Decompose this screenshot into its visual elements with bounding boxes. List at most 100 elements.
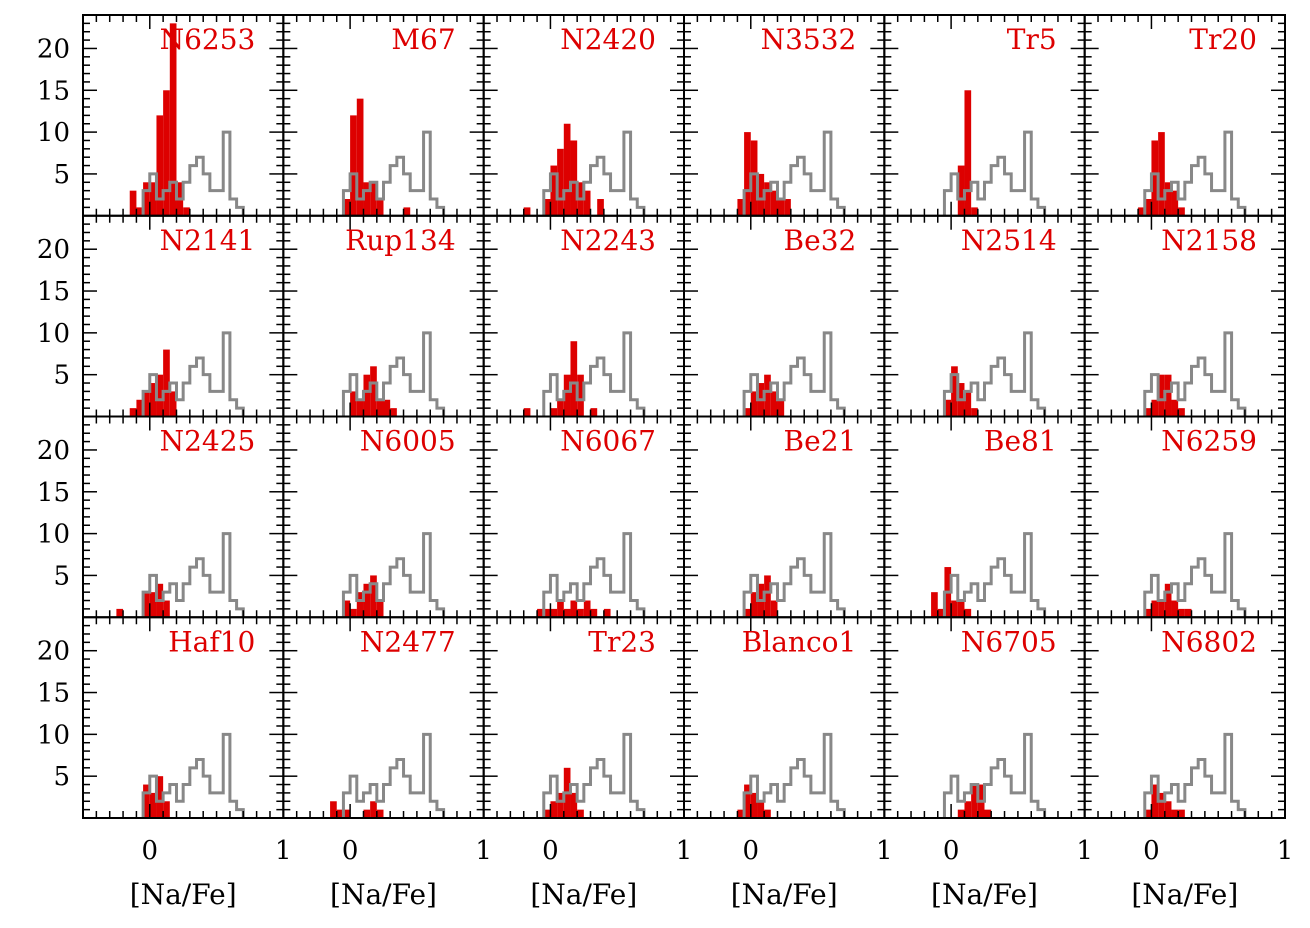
cluster-bar xyxy=(744,608,751,618)
cluster-bar xyxy=(964,391,972,417)
cluster-bar xyxy=(330,801,337,818)
cluster-bar xyxy=(1164,801,1172,818)
cluster-bar xyxy=(363,583,371,618)
panel-title: N6705 xyxy=(961,625,1057,658)
reference-histogram xyxy=(1143,331,1247,417)
cluster-bar xyxy=(750,792,758,818)
y-tick-label: 20 xyxy=(37,637,70,667)
panel-n6253: N6253 xyxy=(82,14,285,217)
y-tick-label: 15 xyxy=(37,277,70,307)
cluster-bar xyxy=(784,199,791,216)
panel-title: N2477 xyxy=(360,625,456,658)
cluster-bar xyxy=(557,792,564,818)
reference-histogram xyxy=(942,331,1047,417)
cluster-bar xyxy=(770,190,778,216)
cluster-bar xyxy=(356,592,364,618)
reference-histogram xyxy=(141,331,245,417)
cluster-bar xyxy=(550,608,558,618)
cluster-bar xyxy=(570,341,578,417)
panel-title: N2425 xyxy=(160,425,256,458)
panel-be81: Be81 xyxy=(883,415,1086,619)
x-tick-label: 0 xyxy=(142,836,159,866)
cluster-bar xyxy=(156,374,164,417)
cluster-bar xyxy=(343,600,351,618)
panel-title: Be32 xyxy=(784,224,857,257)
cluster-bar xyxy=(1178,809,1185,818)
cluster-bar xyxy=(149,792,157,818)
y-tick-label: 15 xyxy=(37,679,70,709)
cluster-bar xyxy=(183,207,190,216)
cluster-bar xyxy=(163,90,170,216)
panel-title: N2243 xyxy=(560,224,656,257)
cluster-bar xyxy=(1144,408,1152,417)
cluster-bar xyxy=(563,123,571,216)
cluster-bar xyxy=(163,349,170,417)
reference-histogram xyxy=(942,130,1047,216)
cluster-bar xyxy=(1178,608,1185,618)
y-tick-label: 20 xyxy=(37,235,70,265)
panel-n2158: N2158 xyxy=(1083,214,1286,418)
cluster-bar xyxy=(570,140,578,216)
x-axis-label: [Na/Fe] xyxy=(530,878,637,911)
x-tick-label: 0 xyxy=(943,836,960,866)
cluster-bar xyxy=(951,600,958,618)
cluster-bar xyxy=(590,608,598,618)
reference-histogram xyxy=(341,532,446,618)
panel-n2425: N2425 xyxy=(82,415,285,619)
cluster-bar xyxy=(577,809,584,818)
panel-title: N6005 xyxy=(360,425,456,458)
cluster-bar xyxy=(944,399,952,417)
cluster-bar xyxy=(543,608,551,618)
cluster-bar xyxy=(744,408,751,417)
cluster-bar xyxy=(570,600,578,618)
cluster-bar xyxy=(583,190,591,216)
cluster-bar xyxy=(744,784,751,818)
y-tick-label: 10 xyxy=(37,118,70,148)
cluster-bar xyxy=(590,408,598,417)
y-tick-label: 10 xyxy=(37,720,70,750)
cluster-bar xyxy=(1164,182,1172,216)
x-tick-label: 0 xyxy=(342,836,359,866)
reference-histogram xyxy=(742,331,846,417)
cluster-bar xyxy=(1184,608,1192,618)
cluster-bar xyxy=(116,608,124,618)
cluster-bar xyxy=(1144,809,1152,818)
panel-tr20: Tr20 xyxy=(1083,14,1286,217)
cluster-bar xyxy=(350,115,357,216)
cluster-bar xyxy=(376,199,384,216)
cluster-bar xyxy=(370,366,377,417)
x-axis-label: [Na/Fe] xyxy=(931,878,1038,911)
cluster-bar xyxy=(750,391,758,417)
cluster-bar xyxy=(376,809,384,818)
panel-n2141: N2141 xyxy=(82,214,285,418)
y-tick-label: 20 xyxy=(37,436,70,466)
panel-title: N3532 xyxy=(761,23,857,56)
cluster-bar xyxy=(1158,132,1165,216)
reference-histogram xyxy=(341,331,446,417)
panel-title: N2158 xyxy=(1161,224,1257,257)
cluster-bar xyxy=(1178,207,1185,216)
panel-n2243: N2243 xyxy=(482,214,685,418)
cluster-bar xyxy=(156,776,164,818)
cluster-bar xyxy=(757,173,765,216)
panel-title: Be21 xyxy=(784,425,857,458)
panel-title: Tr5 xyxy=(1007,23,1057,56)
cluster-bar xyxy=(136,399,144,417)
y-tick-label: 10 xyxy=(37,520,70,550)
cluster-bar xyxy=(1164,374,1172,417)
cluster-bar xyxy=(750,140,758,216)
panel-n6005: N6005 xyxy=(282,415,485,619)
panel-n6705: N6705 xyxy=(883,616,1086,819)
cluster-bar xyxy=(537,608,544,618)
y-tick-label: 15 xyxy=(37,478,70,508)
reference-histogram xyxy=(1143,732,1247,818)
cluster-bar xyxy=(129,190,137,216)
cluster-bar xyxy=(149,182,157,216)
reference-histogram xyxy=(542,130,646,216)
panel-title: N2514 xyxy=(961,224,1057,257)
cluster-bar xyxy=(557,148,564,216)
cluster-bar xyxy=(750,592,758,618)
reference-histogram xyxy=(1143,130,1247,216)
